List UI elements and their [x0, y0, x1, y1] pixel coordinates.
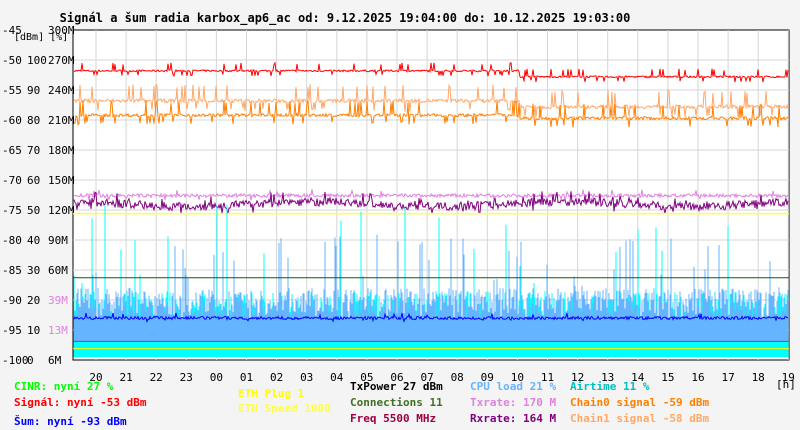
y-tick-dbm: -45 [2, 24, 22, 37]
y-tick-pct: 10 [27, 324, 40, 337]
y-tick-dbm: -75 [2, 204, 22, 217]
y-tick-rate: 240M [48, 84, 75, 97]
x-axis-unit: [h] [776, 378, 796, 391]
chart-title: Signál a šum radia karbox_ap6_ac od: 9.1… [59, 11, 631, 25]
legend-eth_speed: ETH Speed 1000 [238, 402, 331, 415]
y-tick-dbm: -85 [2, 264, 22, 277]
y-tick-rate: 120M [48, 204, 75, 217]
x-tick-label: 16 [691, 371, 704, 384]
rxrate-series [73, 191, 789, 215]
y-tick-rate: 180M [48, 144, 75, 157]
y-tick-pct: 70 [27, 144, 40, 157]
x-tick-label: 09 [481, 371, 494, 384]
x-tick-label: 04 [330, 371, 344, 384]
y-tick-pct: 20 [27, 294, 40, 307]
signal-series [73, 61, 789, 83]
x-tick-label: 10 [511, 371, 524, 384]
chain1-series [74, 83, 789, 118]
y-tick-pct: 90 [27, 84, 40, 97]
y-tick-dbm: -50 [2, 54, 22, 67]
legend-cinr: CINR: nyní 27 % [14, 380, 114, 393]
y-tick-pct: 80 [27, 114, 40, 127]
legend-chain0: Chain0 signal -59 dBm [570, 396, 710, 409]
x-tick-label: 07 [420, 371, 433, 384]
y-tick-rate: 270M [48, 54, 75, 67]
y-tick-rate: 90M [48, 234, 68, 247]
x-tick-label: 12 [571, 371, 584, 384]
x-tick-label: 06 [390, 371, 403, 384]
y-tick-dbm: -80 [2, 234, 22, 247]
x-tick-label: 01 [240, 371, 253, 384]
y-tick-rate: 150M [48, 174, 75, 187]
y-tick-dbm: -90 [2, 294, 22, 307]
y-tick-pct: 50 [27, 204, 40, 217]
x-tick-label: 13 [601, 371, 614, 384]
legend-cpu: CPU load 21 % [470, 380, 557, 393]
y-tick-rate: 60M [48, 264, 68, 277]
y-tick-pct: 40 [27, 234, 40, 247]
y-tick-pct: 30 [27, 264, 40, 277]
y-tick-rate: 210M [48, 114, 75, 127]
txrate-series [73, 188, 789, 202]
legend-freq: Freq 5500 MHz [350, 412, 437, 425]
x-tick-label: 02 [270, 371, 283, 384]
x-tick-label: 22 [150, 371, 163, 384]
noise-series [73, 312, 789, 323]
y-tick-dbm: -95 [2, 324, 22, 337]
x-tick-label: 21 [119, 371, 132, 384]
cinr-series [73, 343, 789, 359]
x-tick-label: 03 [300, 371, 313, 384]
y-tick-dbm: -65 [2, 144, 22, 157]
y-tick-dbm: -60 [2, 114, 22, 127]
y-tick-dbm: -55 [2, 84, 22, 97]
y-tick-rate: 6M [48, 354, 62, 367]
legend-eth_plug: ETH Plug 1 [238, 387, 305, 400]
legend-chain1: Chain1 signal -58 dBm [570, 412, 710, 425]
x-tick-label: 00 [210, 371, 223, 384]
y-tick-pct: 100 [27, 54, 47, 67]
legend-airtime: Airtime 11 % [570, 380, 650, 393]
x-tick-label: 11 [541, 371, 554, 384]
legend-txrate: Txrate: 170 M [470, 396, 557, 409]
y-tick-dbm: -100 [2, 354, 29, 367]
chain0-series [73, 99, 789, 128]
x-tick-label: 23 [180, 371, 193, 384]
x-tick-label: 14 [631, 371, 645, 384]
y-tick-pct: 0 [27, 354, 34, 367]
y-tick-dbm: -70 [2, 174, 22, 187]
x-tick-label: 18 [752, 371, 765, 384]
legend-connections: Connections 11 [350, 396, 443, 409]
x-tick-label: 19 [782, 371, 795, 384]
x-tick-label: 15 [661, 371, 674, 384]
y-tick-rate: 13M [48, 324, 68, 337]
y-tick-rate: 300M [48, 24, 75, 37]
legend-rxrate: Rxrate: 164 M [470, 412, 557, 425]
legend-noise: Šum: nyní -93 dBm [14, 415, 127, 428]
x-tick-label: 20 [89, 371, 102, 384]
y-tick-rate: 39M [48, 294, 68, 307]
x-tick-label: 08 [451, 371, 464, 384]
y-unit-label: [dBm] [%] [14, 32, 68, 43]
x-tick-label: 05 [360, 371, 373, 384]
legend-txpower: TxPower 27 dBm [350, 380, 443, 393]
y-tick-pct: 60 [27, 174, 40, 187]
legend-signal: Signál: nyní -53 dBm [14, 396, 147, 409]
x-tick-label: 17 [721, 371, 734, 384]
